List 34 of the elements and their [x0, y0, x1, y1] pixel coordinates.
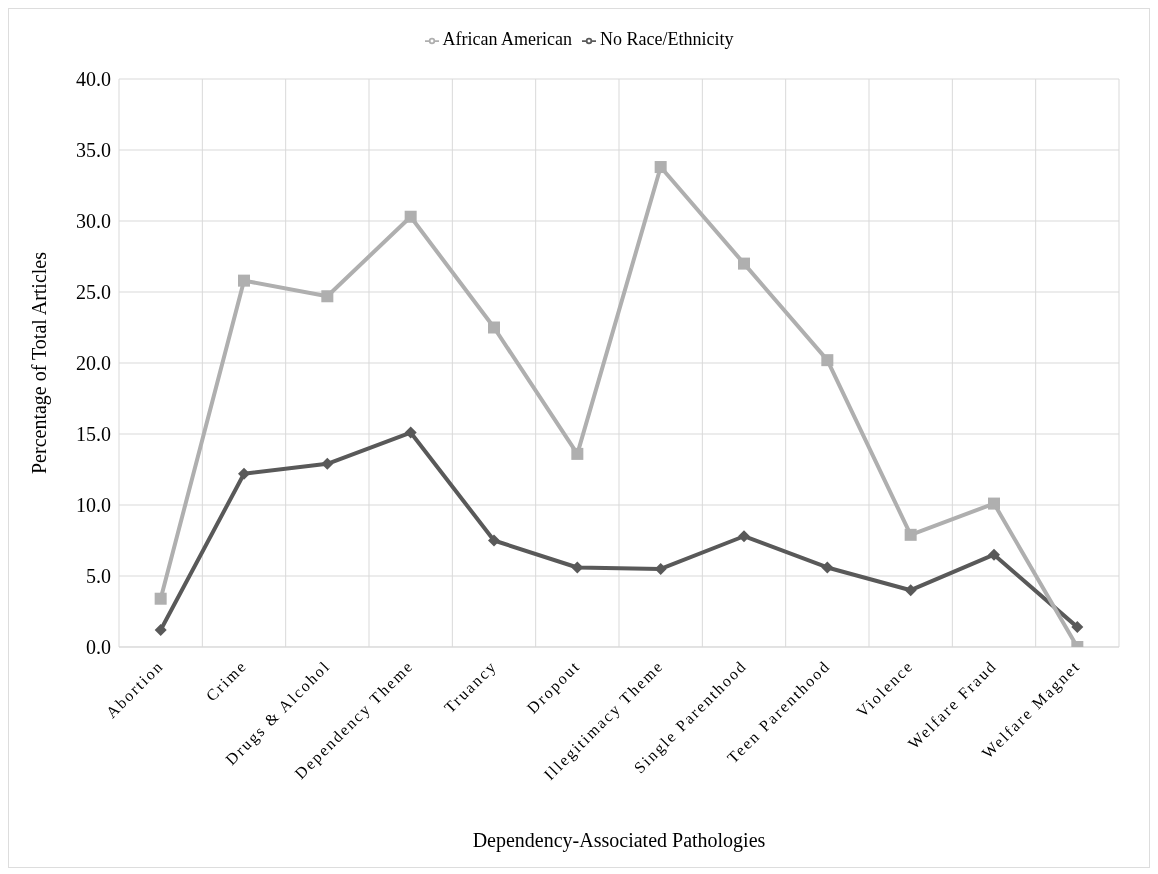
point: [404, 426, 417, 439]
point: [488, 534, 500, 547]
point: [571, 447, 584, 460]
point: [988, 548, 1000, 561]
point: [154, 623, 167, 636]
point: [321, 457, 334, 470]
point: [738, 530, 750, 543]
point: [238, 274, 250, 287]
point: [238, 467, 250, 480]
point: [404, 210, 417, 223]
y-tick-label: 20.0: [76, 352, 111, 375]
y-tick-label: 30.0: [76, 210, 111, 233]
legend-label: No Race/Ethnicity: [599, 29, 734, 49]
point: [821, 561, 834, 574]
y-tick-label: 40.0: [76, 68, 111, 91]
y-tick-label: 35.0: [76, 139, 111, 162]
point: [738, 257, 750, 270]
point: [321, 290, 334, 303]
x-axis-title: Dependency-Associated Pathologies: [472, 829, 766, 852]
point: [1071, 621, 1084, 634]
point: [654, 161, 667, 174]
y-tick-label: 25.0: [76, 281, 111, 304]
point: [904, 528, 917, 541]
y-tick-label: 15.0: [76, 423, 111, 446]
point: [821, 354, 834, 367]
point: [988, 497, 1000, 510]
point: [904, 584, 917, 597]
y-axis-title: Percentage of Total Articles: [28, 251, 52, 475]
y-tick-label: 0.0: [86, 636, 111, 659]
y-tick-label: 10.0: [76, 494, 111, 517]
y-tick-label: 5.0: [86, 565, 111, 588]
legend-label: African American: [442, 29, 572, 49]
point: [488, 321, 500, 334]
point: [154, 592, 167, 605]
